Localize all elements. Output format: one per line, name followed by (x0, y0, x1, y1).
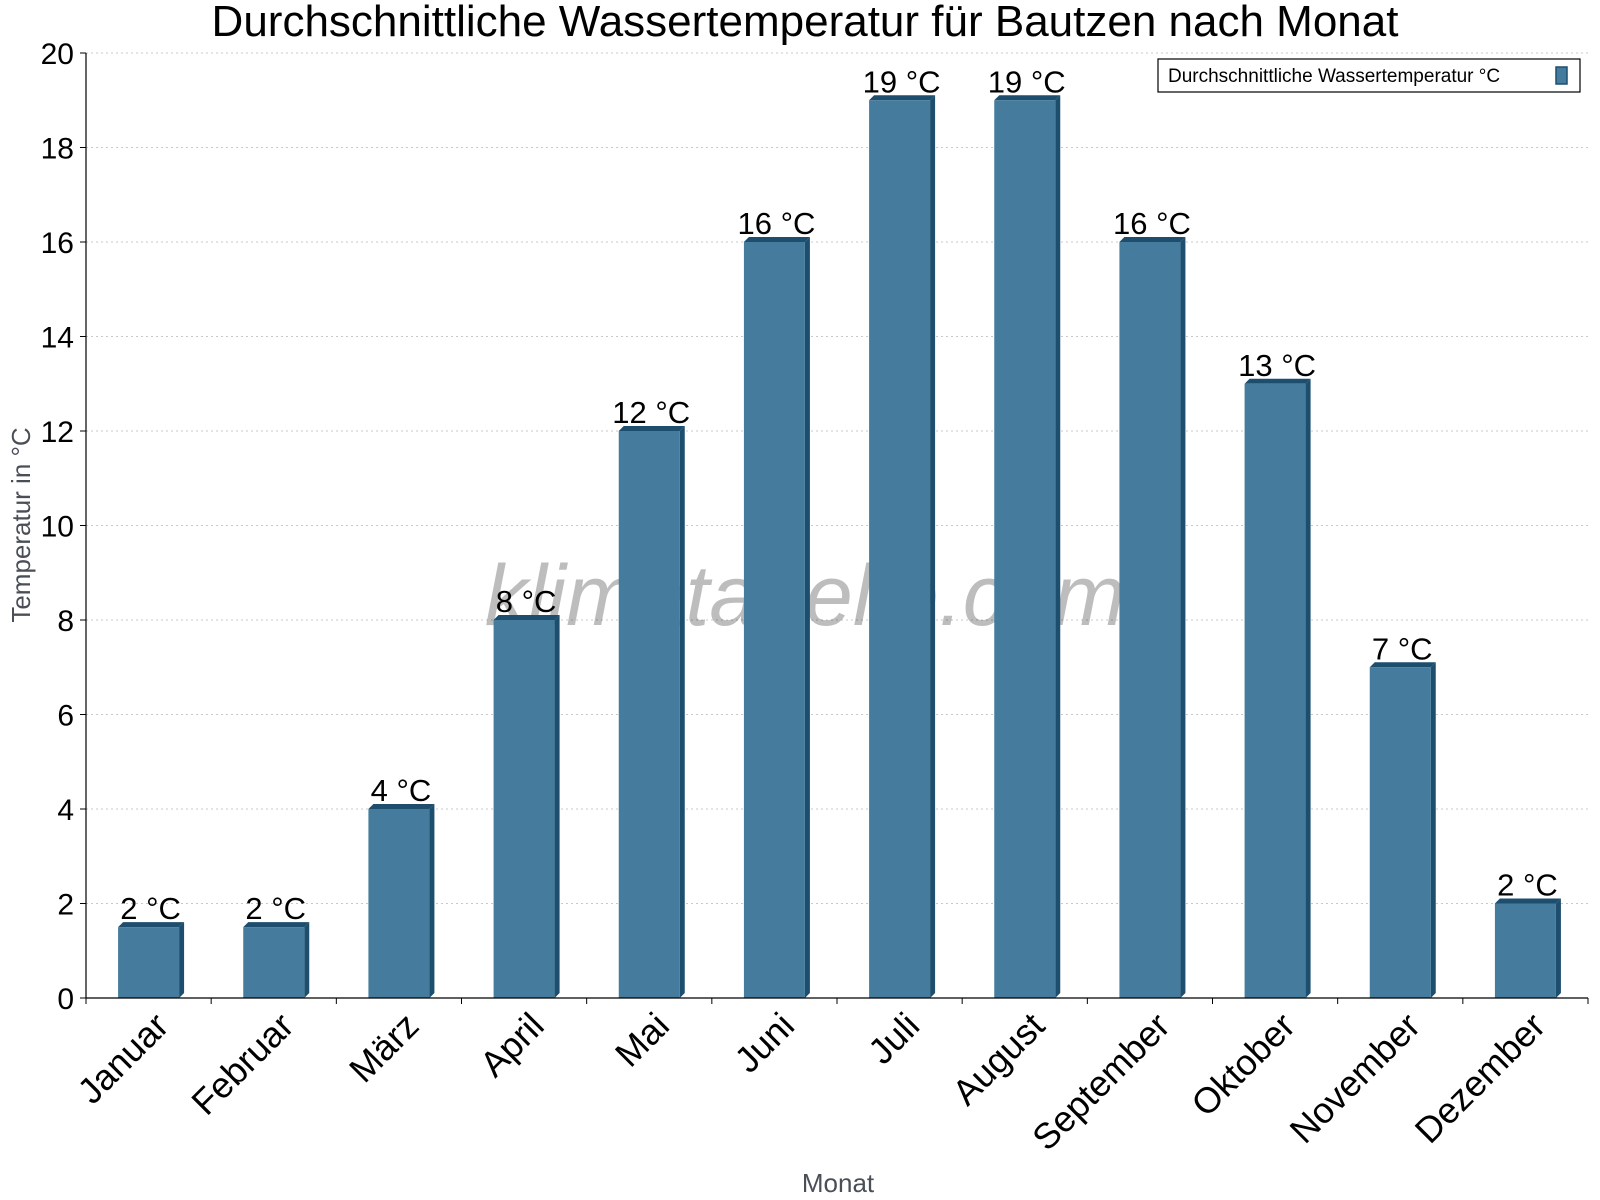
bar-side (1180, 237, 1186, 998)
bar-value-label: 2 °C (245, 891, 306, 926)
bar (869, 95, 936, 998)
bar (743, 237, 810, 998)
bar (368, 804, 435, 998)
bar-value-label: 16 °C (1113, 206, 1191, 241)
y-tick-label: 10 (41, 511, 74, 544)
y-tick-label: 20 (41, 38, 74, 71)
bar-side (679, 426, 685, 998)
bar-value-label: 4 °C (371, 773, 432, 808)
legend-label: Durchschnittliche Wassertemperatur °C (1168, 66, 1500, 87)
bar-front (1369, 667, 1431, 998)
bar-side (930, 95, 936, 998)
x-tick-label: September (1024, 1005, 1178, 1159)
y-axis-ticks: 0 2 4 6 8 10 12 14 16 18 20 (41, 38, 86, 1016)
bar-value-label: 7 °C (1372, 631, 1433, 666)
bar (1494, 898, 1561, 998)
x-tick-label: Juli (860, 1005, 927, 1072)
legend-box (1157, 58, 1581, 93)
bar-top (493, 615, 560, 620)
x-tick-label: Mai (607, 1005, 677, 1075)
y-tick-label: 18 (41, 133, 74, 166)
bar-top (118, 922, 185, 928)
x-tick-label: November (1281, 1005, 1427, 1151)
y-tick-label: 12 (41, 416, 74, 449)
bar-value-label: 13 °C (1238, 348, 1316, 383)
bar-value-label: 19 °C (988, 64, 1066, 99)
bar-side (1305, 378, 1311, 998)
x-tick-label: Januar (69, 1005, 176, 1112)
y-tick-label: 2 (57, 889, 74, 922)
bar-front (1494, 903, 1556, 998)
bar (1119, 237, 1186, 998)
bar (243, 922, 310, 998)
bar-front (368, 809, 430, 998)
bar-side (1430, 662, 1436, 998)
bar-top (869, 95, 936, 101)
bar-side (304, 922, 310, 998)
bar-top (1244, 378, 1311, 384)
bar (1244, 378, 1311, 998)
legend: Durchschnittliche Wassertemperatur °C (1157, 58, 1581, 93)
bar-top (243, 922, 310, 928)
chart-title: Durchschnittliche Wassertemperatur für B… (212, 0, 1399, 46)
bar-side (1055, 95, 1061, 998)
bar-top (1494, 898, 1561, 904)
bar-value-label: 12 °C (612, 395, 690, 430)
bar-side (179, 922, 185, 998)
bar-side (429, 804, 435, 998)
bar (618, 426, 685, 998)
x-axis-label: Monat (802, 1168, 875, 1198)
axes (85, 53, 1589, 1004)
legend-swatch (1555, 66, 1568, 85)
bar-value-labels: 2 °C 2 °C 4 °C 8 °C 12 °C 16 °C 19 °C 19 °C 16 °… (120, 64, 1557, 926)
bar-front (243, 927, 305, 998)
x-tick-label: Dezember (1407, 1005, 1553, 1151)
bar-side (804, 237, 810, 998)
bar-front (493, 620, 555, 998)
bar-top (618, 426, 685, 431)
x-tick-label: August (944, 1005, 1052, 1113)
bar-side (1555, 898, 1561, 998)
bar-value-label: 2 °C (1497, 868, 1558, 903)
y-tick-label: 14 (41, 322, 74, 355)
x-tick-label: Juni (726, 1005, 802, 1081)
y-tick-label: 16 (41, 227, 74, 260)
x-tick-label: März (341, 1005, 427, 1091)
bar-front (869, 100, 931, 998)
bar-front (118, 927, 180, 998)
bar (493, 615, 560, 998)
bar-top (743, 237, 810, 242)
x-axis-ticks: Januar Februar März April Mai Juni Juli AugustS… (69, 1005, 1553, 1159)
bar (1369, 662, 1436, 998)
bars (118, 95, 1561, 998)
y-tick-label: 8 (57, 605, 74, 638)
x-tick-label: Februar (183, 1005, 301, 1123)
bar-front (1119, 242, 1181, 998)
gridlines (86, 52, 1588, 904)
bar-front (1244, 383, 1306, 998)
bar-front (618, 431, 680, 998)
y-tick-label: 0 (57, 983, 74, 1016)
bar-value-label: 16 °C (737, 206, 815, 241)
x-tick-label: Oktober (1183, 1005, 1303, 1125)
bar-top (368, 804, 435, 809)
bar (994, 95, 1061, 998)
bar-front (994, 100, 1056, 998)
bar-top (1369, 662, 1436, 668)
bar-value-label: 19 °C (863, 64, 941, 99)
bar-value-label: 8 °C (496, 584, 557, 619)
bar-front (743, 242, 805, 998)
x-tick-label: April (472, 1005, 552, 1085)
y-tick-label: 6 (57, 700, 74, 733)
bar (118, 922, 185, 998)
y-tick-label: 4 (57, 794, 74, 827)
bar-value-label: 2 °C (120, 891, 181, 926)
bar-top (1119, 237, 1186, 242)
bar-top (994, 95, 1061, 101)
y-axis-label: Temperatur in °C (6, 427, 36, 622)
bar-side (554, 615, 560, 998)
